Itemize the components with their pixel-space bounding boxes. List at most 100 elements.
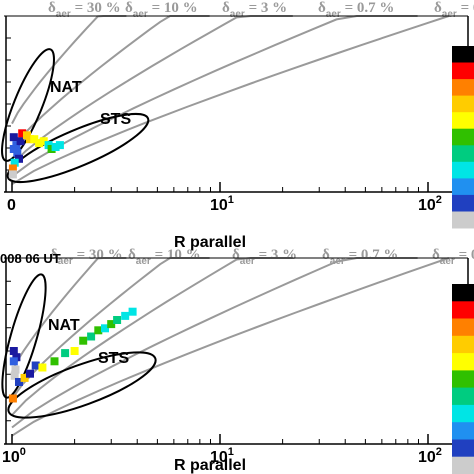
delta-symbol: δ	[125, 0, 133, 16]
tick-base: 10	[2, 449, 20, 466]
nat-region-ellipse	[1, 273, 47, 399]
x-axis-label: R parallel	[174, 234, 246, 251]
data-point	[55, 141, 64, 150]
delta-label-4: δaer = 0.7 %	[318, 0, 394, 20]
delta-symbol: δ	[128, 247, 136, 263]
colorbar-swatch	[452, 318, 474, 337]
data-point	[9, 347, 18, 355]
delta-symbol: δ	[48, 0, 56, 16]
colorbar-swatch	[452, 439, 474, 458]
delta-curve-5	[11, 257, 450, 437]
colorbar	[452, 284, 474, 474]
colorbar-swatch	[452, 178, 474, 196]
delta-symbol: δ	[50, 247, 58, 263]
delta-value: = 0.7 %	[345, 247, 399, 263]
data-point	[12, 353, 21, 362]
delta-value: = 10 %	[148, 0, 198, 16]
colorbar-swatch	[452, 46, 474, 63]
delta-label-1: δaer = 30 %	[50, 247, 123, 267]
sts-label: STS	[100, 111, 131, 128]
delta-value: = 30 %	[71, 0, 121, 16]
data-point	[15, 378, 23, 386]
delta-curve-2	[11, 257, 210, 400]
delta-label-3: δaer = 3 %	[222, 0, 287, 20]
x-tick-label-3: 102	[418, 194, 442, 214]
delta-subscript: aer	[440, 256, 455, 267]
data-point	[61, 349, 70, 358]
delta-value: = 0	[455, 247, 474, 263]
delta-label-2: δaer = 10 %	[125, 0, 198, 20]
colorbar-swatch	[452, 62, 474, 80]
sts-label: STS	[98, 350, 129, 367]
sts-region-ellipse	[6, 112, 150, 184]
colorbar-swatch	[452, 284, 474, 302]
data-point	[9, 357, 18, 366]
colorbar-swatch	[452, 211, 474, 229]
data-point	[10, 158, 19, 167]
x-tick-label-2: 101	[210, 446, 234, 466]
delta-value: = 0	[457, 0, 474, 16]
tick-exponent: 2	[436, 446, 442, 458]
delta-label-4: δaer = 0.7 %	[322, 247, 398, 267]
data-point	[20, 373, 29, 382]
delta-symbol: δ	[432, 247, 440, 263]
delta-subscript: aer	[326, 9, 341, 20]
delta-subscript: aer	[230, 9, 245, 20]
delta-label-5: δaer = 0	[434, 0, 474, 20]
x-tick-label-2: 101	[210, 194, 234, 214]
delta-subscript: aer	[330, 256, 345, 267]
delta-value: = 30 %	[73, 247, 123, 263]
delta-curve-2	[11, 15, 210, 150]
delta-curves	[11, 15, 450, 186]
colorbar-swatch	[452, 353, 474, 371]
delta-label-2: δaer = 10 %	[128, 247, 201, 267]
x-tick-label-1: 100	[2, 446, 26, 466]
colorbar	[452, 46, 474, 229]
data-point	[128, 307, 137, 316]
nat-label: NAT	[50, 79, 82, 96]
delta-value: = 10 %	[151, 247, 201, 263]
data-point	[101, 324, 109, 333]
delta-label-5: δaer = 0	[432, 247, 474, 267]
delta-subscript: aer	[240, 256, 255, 267]
data-point	[70, 347, 79, 355]
data-point	[87, 332, 96, 341]
x-tick-label-1: 0	[7, 197, 16, 214]
delta-curve-4	[11, 257, 418, 429]
data-point	[11, 365, 20, 374]
delta-curves	[11, 257, 450, 437]
delta-subscript: aer	[442, 9, 457, 20]
chart-panel-2: δaer = 30 % δaer = 10 % δaer = 3 % δaer = 0…	[0, 247, 474, 474]
data-point	[31, 361, 40, 370]
tick-base: 10	[210, 449, 228, 466]
delta-curve-5	[11, 15, 450, 186]
delta-subscript: aer	[136, 256, 151, 267]
colorbar-swatch	[452, 95, 474, 113]
data-point	[16, 137, 25, 146]
colorbar-swatch	[452, 404, 474, 423]
data-point	[39, 137, 48, 146]
data-point	[107, 320, 116, 329]
delta-subscript: aer	[58, 256, 73, 267]
tick-base: 10	[418, 197, 436, 214]
data-point	[38, 363, 47, 372]
delta-label-3: δaer = 3 %	[232, 247, 297, 267]
data-point	[26, 369, 34, 378]
data-point	[94, 326, 103, 335]
tick-exponent: 1	[228, 446, 234, 458]
data-point	[10, 371, 19, 380]
colorbar-swatch	[452, 301, 474, 320]
tick-base: 10	[418, 449, 436, 466]
delta-label-1: δaer = 30 %	[48, 0, 121, 20]
colorbar-swatch	[452, 456, 474, 474]
delta-symbol: δ	[322, 247, 330, 263]
data-point	[113, 316, 122, 324]
data-point	[8, 164, 17, 173]
delta-subscript: aer	[133, 9, 148, 20]
tick-exponent: 1	[228, 194, 234, 206]
nat-label: NAT	[48, 317, 80, 334]
colorbar-swatch	[452, 161, 474, 179]
panel-timestamp: 008 06 UT	[0, 251, 61, 266]
data-point	[35, 139, 44, 148]
